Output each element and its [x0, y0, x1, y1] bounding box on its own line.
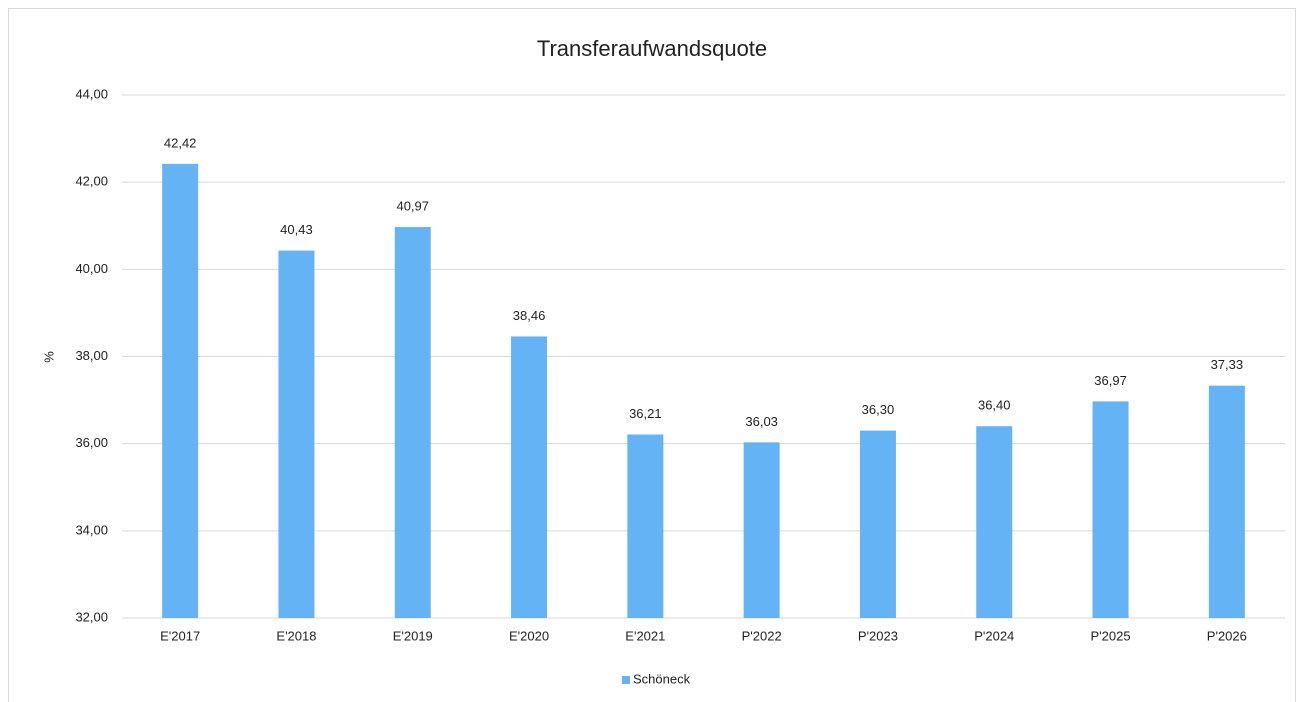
x-tick-label: E'2017	[160, 628, 200, 643]
legend-label: Schöneck	[633, 671, 691, 686]
x-tick-label: E'2018	[276, 628, 316, 643]
chart-title: Transferaufwandsquote	[537, 36, 767, 61]
data-label: 36,21	[629, 406, 662, 421]
data-label: 36,30	[862, 402, 895, 417]
bar	[743, 442, 780, 618]
y-tick-label: 32,00	[75, 609, 108, 624]
x-tick-label: E'2020	[509, 628, 549, 643]
data-label: 37,33	[1211, 357, 1244, 372]
bar	[162, 163, 199, 618]
bar	[394, 227, 431, 618]
x-tick-label: E'2021	[625, 628, 665, 643]
y-axis-label: %	[41, 351, 56, 363]
data-label: 36,03	[745, 414, 778, 429]
x-tick-label: P'2025	[1091, 628, 1131, 643]
data-label: 36,40	[978, 398, 1011, 413]
y-tick-label: 42,00	[75, 174, 108, 189]
bar	[511, 336, 548, 618]
data-label: 36,97	[1094, 373, 1127, 388]
y-tick-label: 40,00	[75, 261, 108, 276]
bar	[627, 434, 664, 618]
bar	[278, 250, 315, 618]
legend-swatch	[622, 676, 630, 684]
data-label: 40,43	[280, 222, 313, 237]
x-tick-label: E'2019	[393, 628, 433, 643]
x-tick-label: P'2023	[858, 628, 898, 643]
x-tick-label: P'2024	[974, 628, 1014, 643]
y-tick-label: 36,00	[75, 435, 108, 450]
data-label: 42,42	[164, 135, 197, 150]
x-tick-label: P'2022	[742, 628, 782, 643]
y-tick-label: 34,00	[75, 522, 108, 537]
bar	[859, 430, 896, 618]
x-tick-label: P'2026	[1207, 628, 1247, 643]
data-label: 40,97	[396, 198, 429, 213]
y-tick-label: 38,00	[75, 348, 108, 363]
data-label: 38,46	[513, 308, 546, 323]
y-tick-label: 44,00	[75, 86, 108, 101]
bar	[1208, 385, 1245, 618]
bar	[1092, 401, 1129, 618]
bar	[976, 426, 1013, 618]
